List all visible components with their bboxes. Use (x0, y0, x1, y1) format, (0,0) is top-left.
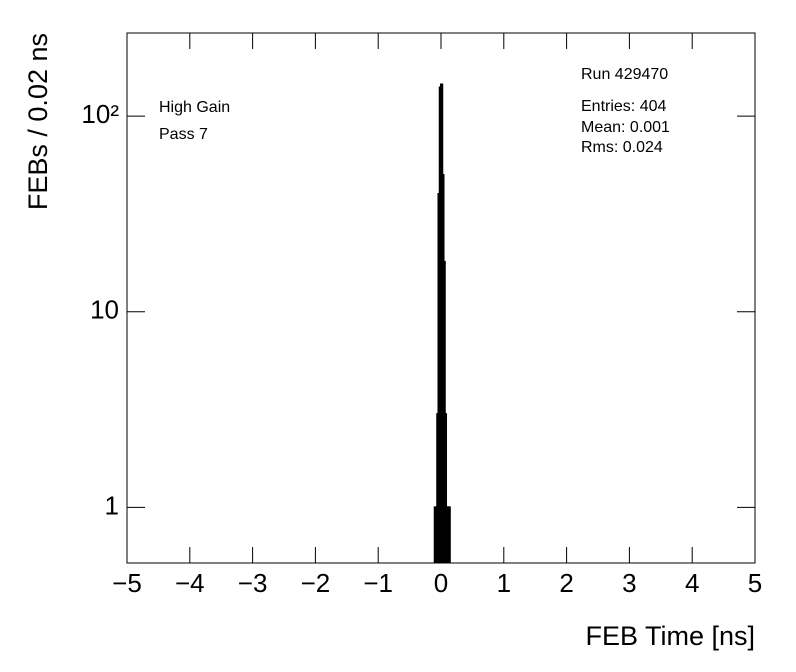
y-tick-label: 10² (81, 99, 119, 129)
x-tick-label: −3 (238, 568, 268, 598)
x-tick-label: −2 (301, 568, 331, 598)
histogram-bin (443, 413, 448, 563)
x-tick-label: 5 (748, 568, 762, 598)
stats-text: Entries: 404 (581, 98, 666, 115)
y-tick-label: 1 (105, 490, 119, 520)
annotation: High Gain (159, 99, 230, 116)
histogram-bin (447, 506, 451, 563)
x-tick-label: 2 (559, 568, 573, 598)
x-axis-label: FEB Time [ns] (585, 621, 755, 651)
stats-text: Rms: 0.024 (581, 139, 663, 156)
x-tick-label: 1 (497, 568, 511, 598)
x-tick-label: −5 (112, 568, 142, 598)
y-axis-label: FEBs / 0.02 ns (23, 33, 53, 210)
x-tick-label: −1 (363, 568, 393, 598)
annotation: Pass 7 (159, 126, 208, 143)
stats-text: Mean: 0.001 (581, 119, 670, 136)
x-tick-label: −4 (175, 568, 205, 598)
histogram-bin (442, 260, 446, 563)
x-tick-label: 0 (434, 568, 448, 598)
x-tick-label: 4 (685, 568, 699, 598)
x-tick-label: 3 (622, 568, 636, 598)
y-tick-label: 10 (90, 295, 119, 325)
stats-text: Run 429470 (581, 66, 668, 83)
